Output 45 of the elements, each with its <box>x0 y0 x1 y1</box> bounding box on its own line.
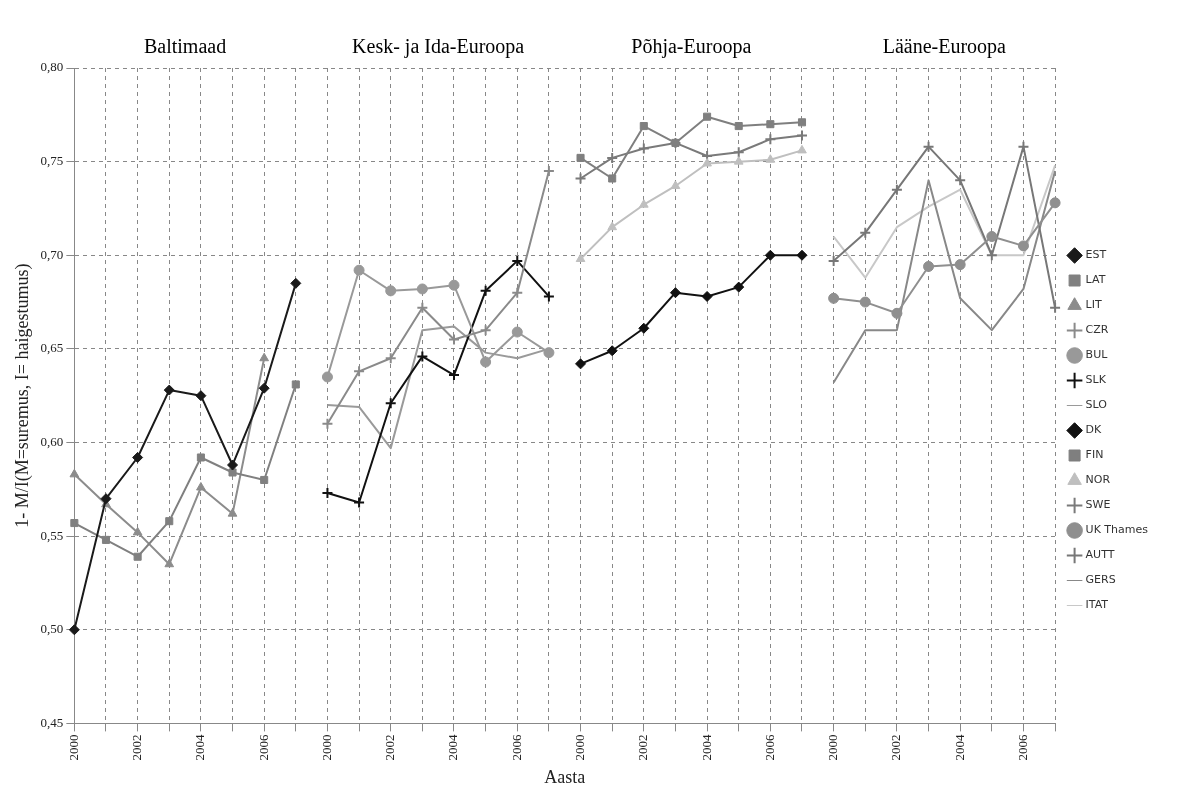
x-tick-label: 2000 <box>571 734 587 761</box>
y-tick-label: 0,45 <box>40 714 64 730</box>
y-tick-label: 0,80 <box>40 59 64 75</box>
legend-label: BUL <box>1085 348 1109 362</box>
legend-label: GERS <box>1085 573 1116 587</box>
legend-label: CZR <box>1085 323 1109 337</box>
text: Lääne-Euroopa <box>882 35 1007 59</box>
x-tick-label: 2004 <box>445 733 461 761</box>
x-axis-title: Aasta <box>544 766 586 787</box>
x-tick-label: 2004 <box>698 733 714 761</box>
text: Kesk- ja Ida-Euroopa <box>352 35 525 59</box>
legend-label: DK <box>1085 423 1103 437</box>
legend-label: SLO <box>1085 398 1108 412</box>
y-axis-title: 1- M/I(M=suremus, I= haigestumus) <box>11 263 33 528</box>
x-tick-label: 2002 <box>635 734 651 761</box>
legend-label: FIN <box>1085 448 1104 462</box>
y-tick-label: 0,50 <box>40 621 64 637</box>
x-tick-label: 2004 <box>192 733 208 761</box>
x-tick-label: 2006 <box>255 733 271 761</box>
legend-label: UK Thames <box>1085 523 1149 537</box>
x-tick-label: 2006 <box>1014 733 1030 761</box>
x-tick-label: 2002 <box>382 734 398 761</box>
legend-label: LAT <box>1085 273 1106 287</box>
x-tick-label: 2000 <box>65 734 81 761</box>
legend-label: AUTT <box>1085 548 1115 562</box>
legend-label: EST <box>1085 248 1107 262</box>
x-tick-label: 2000 <box>825 734 841 761</box>
legend-label: SWE <box>1085 498 1111 512</box>
y-tick-label: 0,70 <box>40 246 64 262</box>
x-tick-label: 2000 <box>318 734 334 761</box>
y-tick-label: 0,65 <box>40 340 64 356</box>
x-tick-label: 2006 <box>508 733 524 761</box>
x-tick-label: 2004 <box>951 733 967 761</box>
x-tick-label: 2002 <box>888 734 904 761</box>
y-tick-label: 0,75 <box>40 153 64 169</box>
y-tick-label: 0,60 <box>40 433 64 449</box>
text: Baltimaad <box>143 35 227 58</box>
y-tick-label: 0,55 <box>40 527 64 543</box>
legend-label: NOR <box>1085 473 1111 487</box>
legend-label: LIT <box>1085 298 1102 312</box>
legend-label: ITAT <box>1085 598 1109 612</box>
legend-label: SLK <box>1085 373 1107 387</box>
x-tick-label: 2006 <box>761 733 777 761</box>
text: Põhja-Euroopa <box>631 35 752 59</box>
x-tick-label: 2002 <box>129 734 145 761</box>
